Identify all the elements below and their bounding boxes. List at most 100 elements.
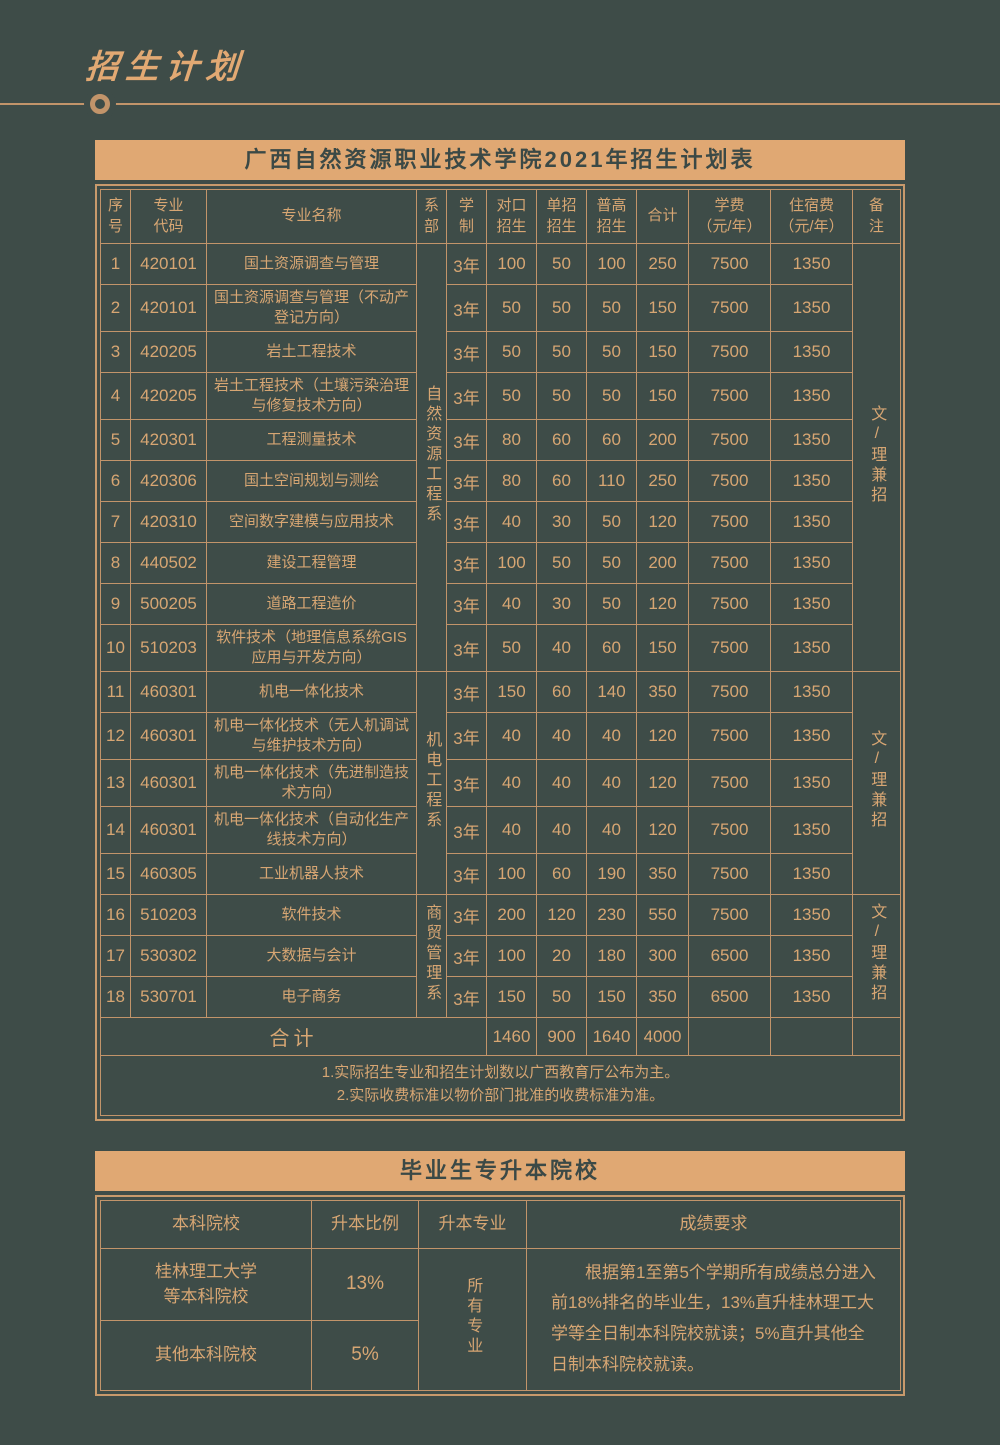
duikou-cell: 100: [486, 243, 537, 285]
accommodation-cell: 1350: [770, 671, 853, 713]
table-row: 其他本科院校 5%: [100, 1319, 901, 1391]
tuition-cell: 7500: [688, 671, 771, 713]
header-pugao: 普高 招生: [586, 189, 637, 244]
code-cell: 420101: [130, 284, 207, 332]
header-accommodation: 住宿费 （元/年）: [770, 189, 853, 244]
header-tuition: 学费 （元/年）: [688, 189, 771, 244]
plan-table-title: 广西自然资源职业技术学院2021年招生计划表: [95, 140, 905, 180]
danzhao-cell: 120: [536, 894, 587, 936]
duration-cell: 3年: [446, 501, 487, 543]
pugao-cell: 60: [586, 419, 637, 461]
tuition-cell: 7500: [688, 243, 771, 285]
notes-row: 1.实际招生专业和招生计划数以广西教育厅公布为主。 2.实际收费标准以物价部门批…: [100, 1055, 901, 1116]
danzhao-cell: 40: [536, 759, 587, 807]
header-danzhao: 单招 招生: [536, 189, 587, 244]
pugao-cell: 50: [586, 501, 637, 543]
major-cell: 空间数字建模与应用技术: [206, 501, 417, 543]
total-remark-cell: [852, 1017, 901, 1056]
pugao-cell: 110: [586, 460, 637, 502]
code-cell: 460301: [130, 806, 207, 854]
requirement-cell: 根据第1至第5个学期所有成绩总分进入前18%排名的毕业生，13%直升桂林理工大学…: [526, 1247, 901, 1391]
total-accommodation-cell: [770, 1017, 853, 1056]
pugao-cell: 50: [586, 284, 637, 332]
duration-cell: 3年: [446, 243, 487, 285]
accommodation-cell: 1350: [770, 853, 853, 895]
danzhao-cell: 50: [536, 243, 587, 285]
code-cell: 530701: [130, 976, 207, 1018]
total-cell: 120: [636, 712, 689, 760]
total-cell: 200: [636, 542, 689, 584]
seq-cell: 10: [100, 624, 131, 672]
code-cell: 510203: [130, 894, 207, 936]
total-cell: 200: [636, 419, 689, 461]
header-remark: 备 注: [852, 189, 901, 244]
duikou-cell: 100: [486, 542, 537, 584]
accommodation-cell: 1350: [770, 331, 853, 373]
header-total: 合计: [636, 189, 689, 244]
major-cell: 国土资源调查与管理: [206, 243, 417, 285]
tuition-cell: 7500: [688, 501, 771, 543]
duration-cell: 3年: [446, 935, 487, 977]
major-cell: 工业机器人技术: [206, 853, 417, 895]
duration-cell: 3年: [446, 460, 487, 502]
duikou-cell: 40: [486, 583, 537, 625]
duration-cell: 3年: [446, 976, 487, 1018]
code-cell: 460301: [130, 671, 207, 713]
header-dept: 系 部: [416, 189, 447, 244]
danzhao-cell: 30: [536, 501, 587, 543]
duikou-cell: 40: [486, 501, 537, 543]
danzhao-cell: 50: [536, 372, 587, 420]
tuition-cell: 7500: [688, 331, 771, 373]
major-cell: 国土资源调查与管理（不动产登记方向）: [206, 284, 417, 332]
remark-cell: 文/理兼招: [852, 894, 901, 1018]
duikou-cell: 50: [486, 331, 537, 373]
dept-cell: 商贸管理系: [416, 894, 447, 1018]
duration-cell: 3年: [446, 583, 487, 625]
header-college: 本科院校: [100, 1199, 312, 1249]
seq-cell: 18: [100, 976, 131, 1018]
duration-cell: 3年: [446, 331, 487, 373]
total-row: 合计 1460 900 1640 4000: [100, 1017, 901, 1056]
total-cell: 120: [636, 759, 689, 807]
pugao-cell: 230: [586, 894, 637, 936]
total-cell: 350: [636, 671, 689, 713]
major-cell: 大数据与会计: [206, 935, 417, 977]
accommodation-cell: 1350: [770, 372, 853, 420]
duikou-cell: 150: [486, 671, 537, 713]
pugao-cell: 50: [586, 542, 637, 584]
header-major: 专业名称: [206, 189, 417, 244]
total-cell: 150: [636, 372, 689, 420]
enrollment-plan-section: 广西自然资源职业技术学院2021年招生计划表 序 号 专业 代码 专业名称 系 …: [95, 140, 905, 1121]
danzhao-cell: 50: [536, 331, 587, 373]
requirement-text: 根据第1至第5个学期所有成绩总分进入前18%排名的毕业生，13%直升桂林理工大学…: [551, 1262, 876, 1374]
duikou-cell: 50: [486, 624, 537, 672]
major-cell: 机电一体化技术（自动化生产线技术方向）: [206, 806, 417, 854]
code-cell: 420301: [130, 419, 207, 461]
tuition-cell: 7500: [688, 624, 771, 672]
tuition-cell: 7500: [688, 806, 771, 854]
tuition-cell: 7500: [688, 894, 771, 936]
seq-cell: 3: [100, 331, 131, 373]
table-row: 6 420306 国土空间规划与测绘 3年 80 60 110 250 7500…: [100, 460, 901, 502]
header-ratio: 升本比例: [311, 1199, 419, 1249]
total-cell: 350: [636, 853, 689, 895]
note-line: 2.实际收费标准以物价部门批准的收费标准为准。: [336, 1087, 665, 1105]
duikou-cell: 100: [486, 935, 537, 977]
danzhao-cell: 60: [536, 671, 587, 713]
duration-cell: 3年: [446, 712, 487, 760]
seq-cell: 4: [100, 372, 131, 420]
duikou-cell: 80: [486, 419, 537, 461]
major-cell: 岩土工程技术（土壤污染治理与修复技术方向）: [206, 372, 417, 420]
total-cell: 120: [636, 583, 689, 625]
total-cell: 150: [636, 624, 689, 672]
table-row: 18 530701 电子商务 3年 150 50 150 350 6500 13…: [100, 976, 901, 1018]
total-pugao-cell: 1640: [586, 1017, 637, 1056]
total-cell: 150: [636, 331, 689, 373]
tuition-cell: 7500: [688, 460, 771, 502]
remark-label: 文/理兼招: [868, 404, 886, 506]
tuition-cell: 7500: [688, 419, 771, 461]
danzhao-cell: 40: [536, 712, 587, 760]
seq-cell: 9: [100, 583, 131, 625]
table-row: 4 420205 岩土工程技术（土壤污染治理与修复技术方向） 3年 50 50 …: [100, 372, 901, 420]
duikou-cell: 50: [486, 284, 537, 332]
